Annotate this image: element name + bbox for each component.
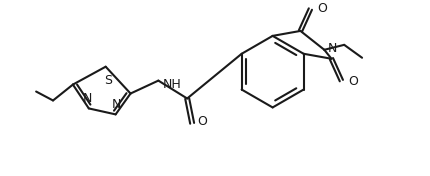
Text: N: N — [83, 92, 92, 105]
Text: N: N — [112, 98, 121, 111]
Text: NH: NH — [163, 78, 181, 91]
Text: N: N — [327, 42, 337, 55]
Text: O: O — [348, 75, 358, 88]
Text: O: O — [197, 115, 207, 128]
Text: S: S — [104, 74, 112, 87]
Text: O: O — [317, 2, 327, 15]
